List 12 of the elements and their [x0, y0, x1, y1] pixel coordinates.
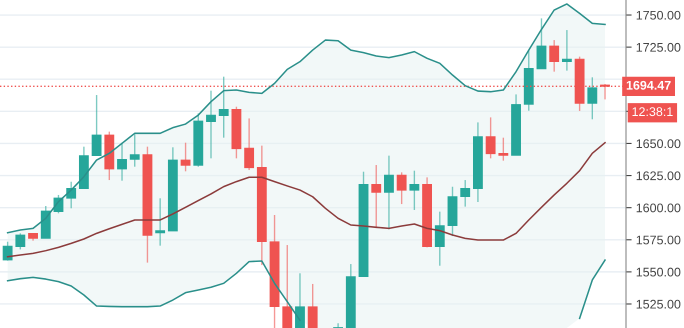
- y-tick-label: 1525.00: [636, 300, 680, 309]
- ref-line-label: 1694.47: [626, 80, 671, 90]
- text: 12:38:1: [632, 107, 673, 116]
- y-tick-label: 1625.00: [636, 171, 680, 180]
- y-tick-label: 1550.00: [636, 268, 680, 277]
- y-tick-label: 1600.00: [636, 203, 680, 212]
- y-tick-label: 1575.00: [636, 236, 680, 244]
- y-tick-label: 1725.00: [636, 42, 680, 52]
- y-tick-label: 1750.00: [636, 10, 680, 20]
- line-series: [6, 3, 606, 234]
- candlestick: [333, 322, 344, 328]
- y-tick-label: 1650.00: [636, 139, 680, 148]
